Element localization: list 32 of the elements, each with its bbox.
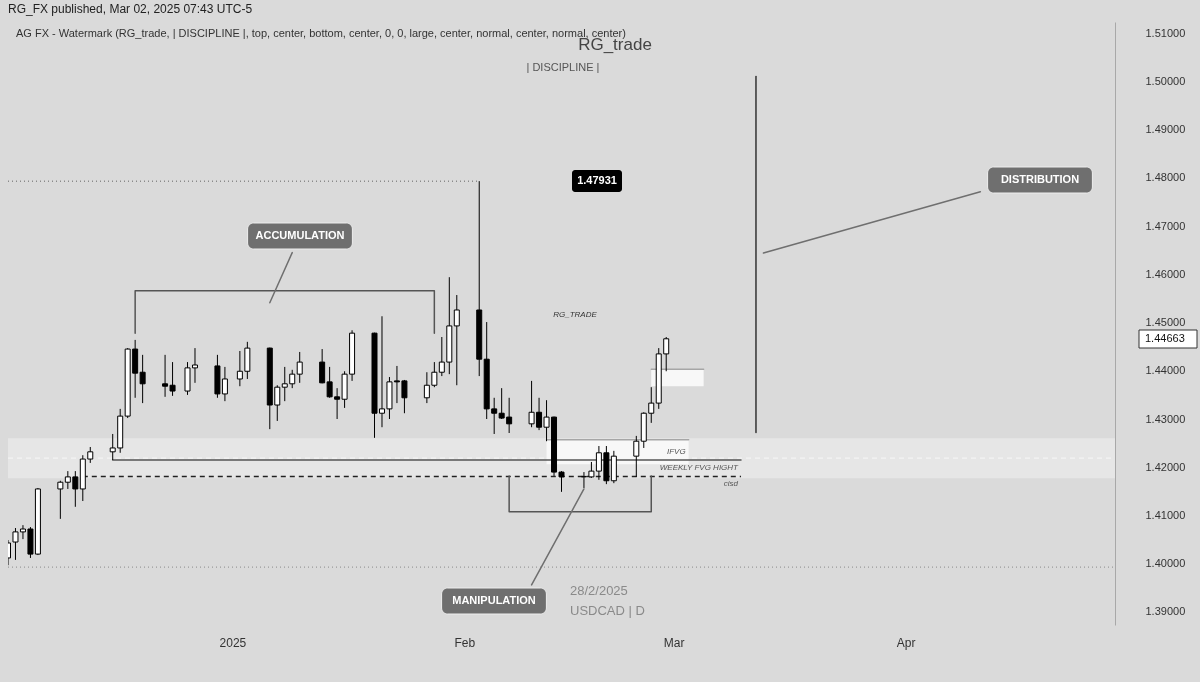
- y-tick-label: 1.50000: [1145, 74, 1186, 87]
- y-tick-label: 1.43000: [1145, 412, 1186, 425]
- y-tick-label: 1.42000: [1145, 460, 1186, 473]
- series-label: IFVG: [666, 447, 686, 457]
- annotation: MANIPULATION: [452, 594, 536, 606]
- x-tick-label: Mar: [663, 635, 685, 650]
- y-tick-label: 1.44000: [1145, 364, 1186, 377]
- y-tick-label: 1.45000: [1145, 316, 1186, 329]
- annotation: ACCUMULATION: [255, 229, 345, 241]
- annotation: 28/2/2025: [570, 583, 628, 598]
- y-tick-label: 1.40000: [1145, 557, 1186, 570]
- y-tick-label: 1.49000: [1145, 123, 1186, 136]
- x-tick-label: Apr: [896, 635, 916, 650]
- series-label: WEEKLY FVG HIGHT: [659, 463, 740, 473]
- annotation: | DISCIPLINE |: [526, 61, 600, 73]
- text: 1.44663: [1145, 332, 1185, 344]
- candlestick: [453, 294, 460, 386]
- y-tick-label: 1.48000: [1145, 171, 1186, 184]
- y-tick-label: 1.41000: [1145, 509, 1186, 521]
- x-tick-label: 2025: [219, 635, 247, 650]
- annotation: USDCAD | D: [570, 603, 645, 618]
- annotation: RG_TRADE: [553, 310, 598, 319]
- candlestick: [296, 351, 303, 384]
- y-tick-label: 1.39000: [1145, 605, 1186, 618]
- series-label: cisd: [723, 479, 739, 489]
- y-tick-label: 1.46000: [1145, 267, 1186, 280]
- annotation: 1.47931: [577, 174, 617, 186]
- chart-title: RG_FX published, Mar 02, 2025 07:43 UTC-5: [8, 2, 253, 16]
- y-tick-label: 1.51000: [1145, 26, 1186, 39]
- x-tick-label: Feb: [454, 635, 476, 650]
- annotation: DISTRIBUTION: [1000, 173, 1080, 185]
- y-tick-label: 1.47000: [1145, 219, 1186, 232]
